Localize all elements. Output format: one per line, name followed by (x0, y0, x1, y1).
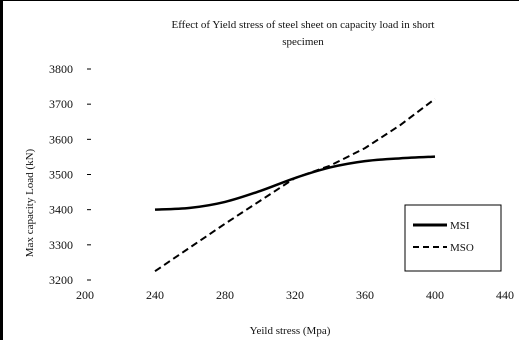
series-line-mso (154, 98, 436, 273)
legend-box (404, 204, 502, 272)
chart-title-line-1: Effect of Yield stress of steel sheet on… (171, 19, 434, 31)
y-tick-label: 3400 (49, 203, 73, 217)
legend: MSI MSO (404, 204, 502, 272)
y-tick-label: 3600 (49, 132, 73, 146)
y-axis-ticks: 3200 3300 3400 3500 3600 3700 3800 (49, 62, 91, 287)
x-tick-label: 360 (356, 288, 374, 302)
line-chart: Effect of Yield stress of steel sheet on… (24, 19, 514, 337)
chart-title-line-2: specimen (282, 36, 324, 48)
y-tick-label: 3500 (49, 168, 73, 182)
x-tick-label: 400 (426, 288, 444, 302)
chart-title: Effect of Yield stress of steel sheet on… (171, 19, 434, 48)
x-tick-label: 320 (286, 288, 304, 302)
series-group (154, 98, 436, 273)
y-tick-label: 3200 (49, 273, 73, 287)
legend-mso-label: MSO (450, 242, 474, 254)
x-tick-label: 280 (216, 288, 234, 302)
x-axis-label: Yeild stress (Mpa) (250, 325, 331, 337)
series-line-msi (154, 155, 436, 211)
y-axis-label: Max capacity Load (kN) (24, 148, 36, 257)
y-tick-label: 3300 (49, 238, 73, 252)
y-tick-label: 3700 (49, 97, 73, 111)
x-tick-label: 440 (496, 288, 514, 302)
legend-msi-label: MSI (450, 220, 470, 232)
x-tick-label: 200 (76, 288, 94, 302)
x-tick-label: 240 (146, 288, 164, 302)
y-tick-label: 3800 (49, 62, 73, 76)
x-axis-ticks: 200 240 280 320 360 400 440 (76, 288, 514, 302)
